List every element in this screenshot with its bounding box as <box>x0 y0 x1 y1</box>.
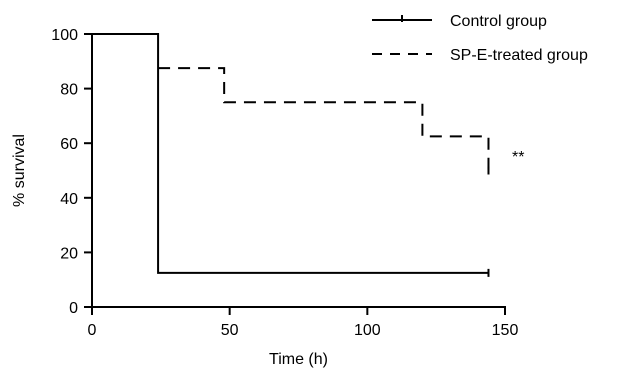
x-ticks: 0 50 100 150 <box>88 307 519 339</box>
x-tick-label: 0 <box>88 322 97 339</box>
axes <box>91 33 506 308</box>
legend-label-control-group: Control group <box>450 13 547 30</box>
series-layer <box>92 33 490 277</box>
legend: Control group SP-E-treated group <box>372 13 588 64</box>
y-tick-label: 100 <box>51 27 78 44</box>
x-axis-title: Time (h) <box>269 351 328 368</box>
y-ticks: 0 20 40 60 80 100 <box>51 27 92 317</box>
legend-label-sp-e-treated-group: SP-E-treated group <box>450 47 588 64</box>
x-tick-label: 150 <box>492 322 519 339</box>
series-line-sp-e-treated-group <box>158 67 490 171</box>
y-tick-label: 0 <box>69 300 78 317</box>
y-tick-label: 40 <box>60 191 78 208</box>
significance-annotation: ** <box>512 149 524 166</box>
y-tick-label: 20 <box>60 245 78 262</box>
annotations: ** <box>512 149 524 166</box>
y-axis-title: % survival <box>11 134 28 207</box>
y-tick-label: 80 <box>60 82 78 99</box>
x-tick-label: 100 <box>354 322 381 339</box>
y-tick-label: 60 <box>60 136 78 153</box>
x-tick-label: 50 <box>221 322 239 339</box>
series-line-control-group <box>92 33 489 274</box>
